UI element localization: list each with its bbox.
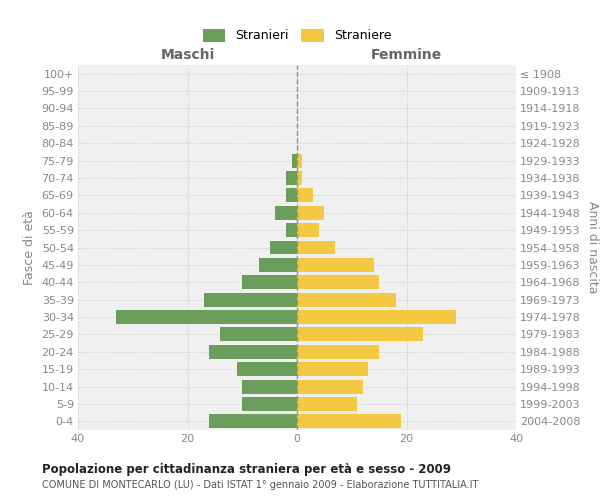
Bar	[297, 414, 401, 428]
Bar	[297, 362, 368, 376]
Text: Maschi: Maschi	[160, 48, 215, 62]
Bar	[242, 397, 297, 411]
Bar	[286, 171, 297, 185]
Bar	[297, 292, 395, 306]
Bar	[297, 240, 335, 254]
Legend: Stranieri, Straniere: Stranieri, Straniere	[198, 24, 396, 48]
Bar	[204, 292, 297, 306]
Bar	[297, 380, 362, 394]
Bar	[297, 223, 319, 237]
Bar	[220, 328, 297, 342]
Bar	[237, 362, 297, 376]
Bar	[209, 345, 297, 358]
Text: COMUNE DI MONTECARLO (LU) - Dati ISTAT 1° gennaio 2009 - Elaborazione TUTTITALIA: COMUNE DI MONTECARLO (LU) - Dati ISTAT 1…	[42, 480, 478, 490]
Bar	[242, 276, 297, 289]
Bar	[297, 188, 313, 202]
Bar	[297, 397, 357, 411]
Bar	[116, 310, 297, 324]
Text: Femmine: Femmine	[371, 48, 442, 62]
Bar	[297, 258, 374, 272]
Bar	[297, 171, 302, 185]
Bar	[297, 328, 423, 342]
Y-axis label: Anni di nascita: Anni di nascita	[586, 201, 599, 294]
Bar	[297, 345, 379, 358]
Bar	[275, 206, 297, 220]
Bar	[242, 380, 297, 394]
Bar	[297, 206, 325, 220]
Bar	[292, 154, 297, 168]
Bar	[286, 223, 297, 237]
Bar	[269, 240, 297, 254]
Bar	[297, 276, 379, 289]
Bar	[209, 414, 297, 428]
Text: Popolazione per cittadinanza straniera per età e sesso - 2009: Popolazione per cittadinanza straniera p…	[42, 462, 451, 475]
Bar	[259, 258, 297, 272]
Y-axis label: Fasce di età: Fasce di età	[23, 210, 36, 285]
Bar	[286, 188, 297, 202]
Bar	[297, 310, 456, 324]
Bar	[297, 154, 302, 168]
